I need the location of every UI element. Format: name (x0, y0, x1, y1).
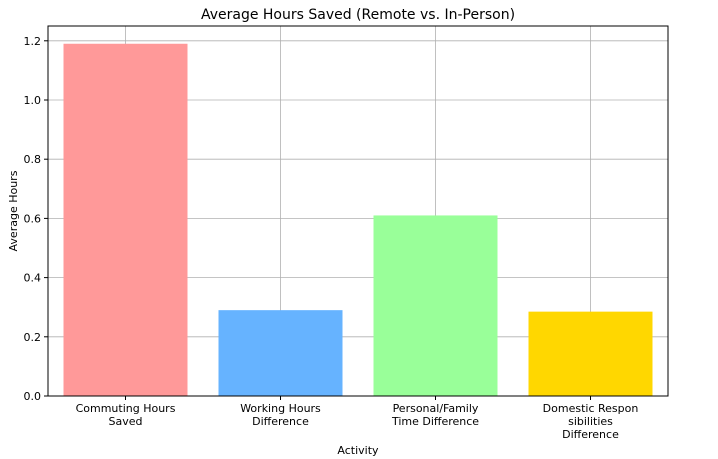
x-tick-label-line: Difference (562, 428, 619, 441)
x-tick-label: Working Hours Difference (240, 402, 321, 428)
y-tick-label: 1.0 (24, 94, 42, 107)
x-tick-label-line: Working Hours (240, 402, 321, 415)
chart-title: Average Hours Saved (Remote vs. In-Perso… (201, 7, 515, 23)
x-tick-label-line: sibilities (568, 415, 613, 428)
x-tick-label-line: Difference (252, 415, 309, 428)
x-tick-label-line: Commuting Hours (76, 402, 176, 415)
bar (218, 310, 343, 396)
x-tick-label-line: Personal/Family (393, 402, 479, 415)
y-tick-label: 1.2 (24, 35, 42, 48)
x-axis-label: Activity (337, 444, 379, 457)
x-tick-label-line: Saved (109, 415, 143, 428)
x-tick-label: Commuting Hours Saved (76, 402, 176, 428)
plot-frame (47, 25, 669, 397)
x-tick-label-line: Time Difference (391, 415, 479, 428)
x-tick-label: Domestic Respon sibilities Difference (543, 402, 639, 441)
y-tick-label: 0.0 (24, 390, 42, 403)
bar (528, 311, 653, 396)
y-tick-label: 0.8 (24, 153, 42, 166)
bar (63, 43, 188, 396)
x-tick-label-line: Domestic Respon (543, 402, 639, 415)
y-axis-label: Average Hours (7, 170, 20, 251)
y-tick-label: 0.4 (24, 272, 42, 285)
y-tick-label: 0.2 (24, 331, 42, 344)
x-tick-label: Personal/Family Time Difference (391, 402, 479, 428)
bar (373, 215, 498, 396)
y-tick-label: 0.6 (24, 212, 42, 225)
